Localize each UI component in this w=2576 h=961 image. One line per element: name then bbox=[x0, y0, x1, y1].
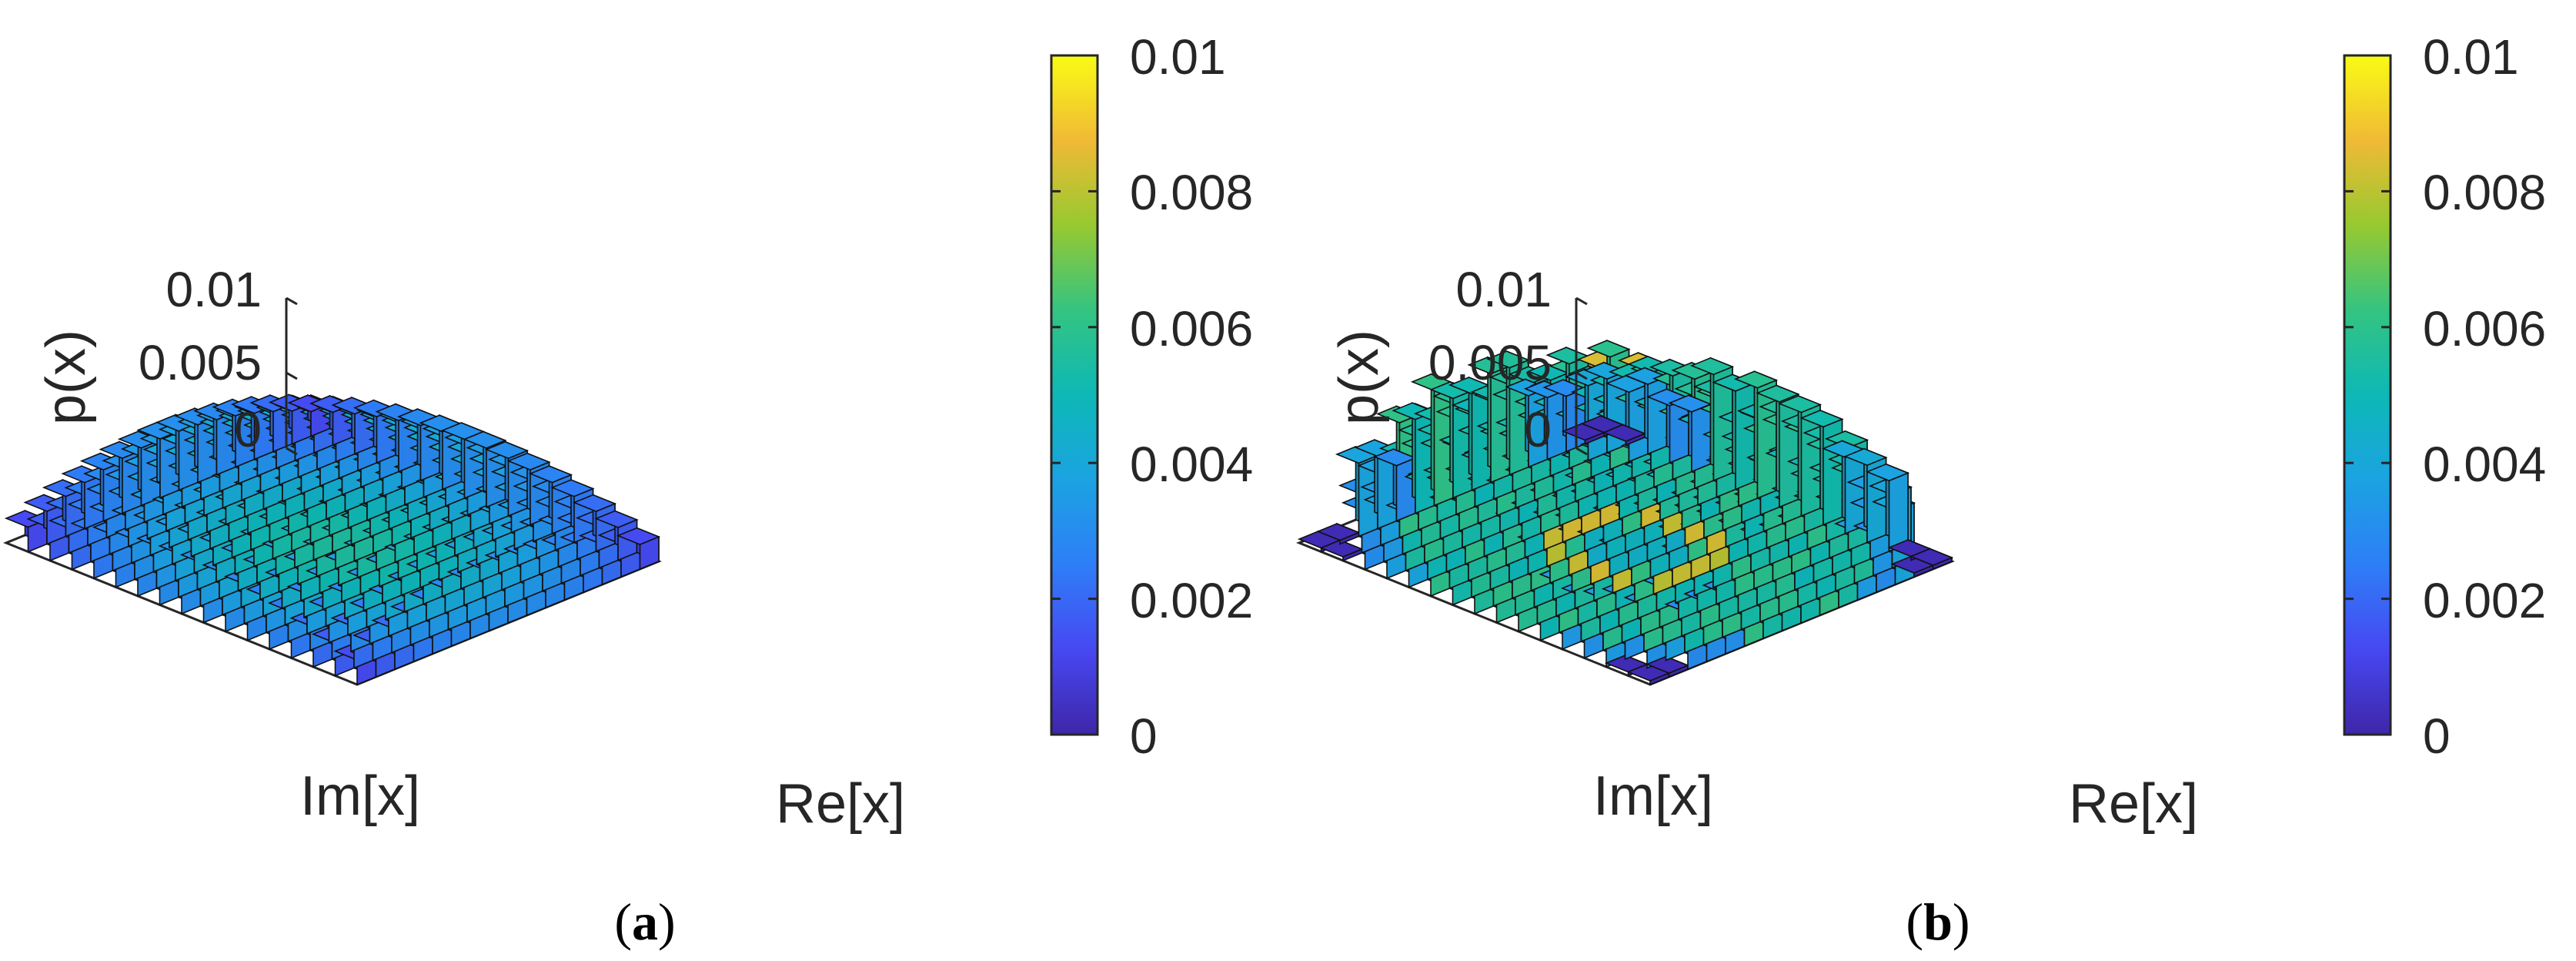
panel-a-z-tick: 0 bbox=[234, 402, 262, 457]
panel-a-colorbar bbox=[1050, 54, 1099, 736]
bar bbox=[1865, 463, 1910, 553]
panel-a: 0.01 0.005 0 p(x) Im[x] Re[x] 0.01 0.008… bbox=[3, 29, 1253, 951]
panel-a-colorbar-tick: 0.008 bbox=[1130, 165, 1253, 220]
panel-b-z-label: p(x) bbox=[1328, 330, 1390, 425]
panel-a-z-axis bbox=[285, 296, 298, 456]
panel-b-bars bbox=[1297, 339, 1954, 686]
panel-b-caption: (b) bbox=[1906, 892, 1970, 951]
panel-b-z-tick: 0.005 bbox=[1428, 335, 1552, 390]
panel-b-colorbar-tick: 0 bbox=[2423, 708, 2451, 764]
bar bbox=[1319, 539, 1364, 562]
panel-b-colorbar-tick: 0.01 bbox=[2423, 29, 2519, 85]
bar bbox=[1909, 547, 1954, 571]
bar bbox=[1645, 655, 1690, 678]
panel-b-colorbar-tick: 0.002 bbox=[2423, 573, 2546, 628]
panel-a-x-label: Re[x] bbox=[776, 773, 905, 835]
panel-b-colorbar-tick: 0.006 bbox=[2423, 301, 2546, 357]
panel-b-x-label: Re[x] bbox=[2069, 773, 2198, 835]
panel-a-colorbar-tick: 0 bbox=[1130, 708, 1158, 764]
bar bbox=[616, 527, 661, 571]
bar bbox=[1799, 409, 1844, 526]
panel-b-z-tick: 0.01 bbox=[1455, 262, 1552, 317]
bar bbox=[1448, 376, 1493, 491]
bar bbox=[1689, 357, 1735, 482]
panel-a-colorbar-tick: 0.002 bbox=[1130, 573, 1253, 628]
panel-b-colorbar-tick: 0.008 bbox=[2423, 165, 2546, 220]
panel-a-z-tick: 0.005 bbox=[139, 335, 262, 390]
bar bbox=[1602, 424, 1647, 447]
panel-b: 0.01 0.005 0 p(x) Im[x] Re[x] 0.01 0.008… bbox=[1296, 29, 2546, 951]
panel-a-z-label: p(x) bbox=[35, 330, 97, 425]
panel-a-colorbar-tick: 0.004 bbox=[1130, 437, 1253, 492]
bar bbox=[594, 510, 639, 561]
panel-a-colorbar-tick: 0.006 bbox=[1130, 301, 1253, 357]
panel-b-z-tick: 0 bbox=[1524, 402, 1552, 457]
panel-a-z-tick: 0.01 bbox=[165, 262, 262, 317]
bar bbox=[1523, 380, 1569, 460]
panel-b-colorbar bbox=[2343, 54, 2392, 736]
panel-b-colorbar-tick: 0.004 bbox=[2423, 437, 2546, 492]
panel-a-y-label: Im[x] bbox=[300, 765, 420, 827]
panel-a-colorbar-tick: 0.01 bbox=[1130, 29, 1226, 85]
panel-b-y-label: Im[x] bbox=[1593, 765, 1713, 827]
panel-a-bars bbox=[4, 393, 661, 686]
panel-b-z-axis bbox=[1575, 296, 1588, 456]
panel-a-caption: (a) bbox=[614, 892, 675, 951]
